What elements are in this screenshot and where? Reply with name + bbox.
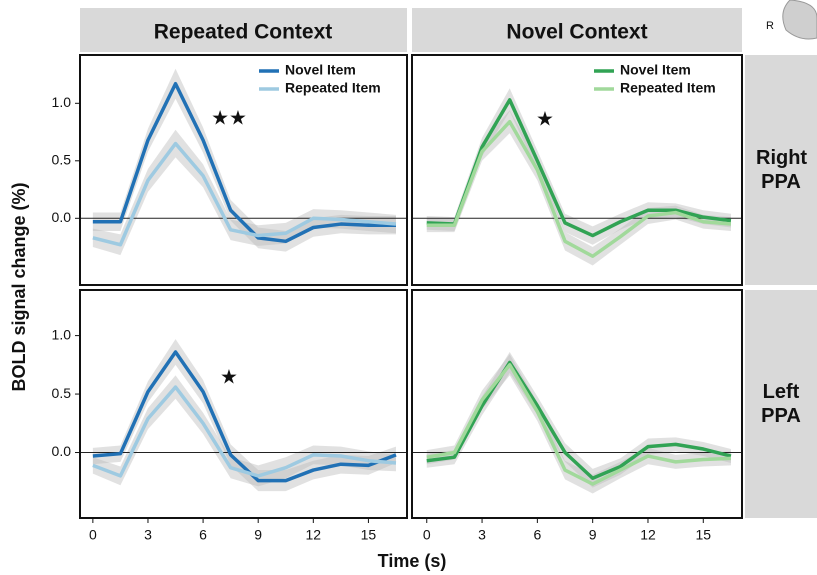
plot-area [80, 290, 407, 518]
x-tick-label: 12 [306, 527, 322, 543]
series-line [92, 385, 397, 478]
x-tick-label: 15 [361, 527, 377, 543]
y-tick-label: 1.0 [52, 326, 72, 342]
row-title: Right PPA [756, 147, 808, 193]
x-tick-label: 0 [89, 527, 97, 543]
y-axis-title: BOLD signal change (%) [9, 182, 29, 391]
panel-border [79, 289, 408, 519]
y-tick-label: 0.0 [52, 209, 72, 225]
legend-label: Repeated Item [285, 80, 381, 96]
legend-label: Novel Item [620, 62, 691, 78]
brain-label: R [766, 20, 774, 32]
x-tick-label: 9 [589, 527, 597, 543]
column-strip [80, 8, 407, 52]
row-strip: Right PPA [745, 55, 817, 285]
legend-label: Repeated Item [620, 80, 716, 96]
x-tick-label: 3 [478, 527, 486, 543]
error-band [426, 351, 731, 488]
x-tick-label: 9 [254, 527, 262, 543]
y-tick-label: 0.5 [52, 152, 72, 168]
error-band [92, 339, 396, 492]
error-band [92, 129, 396, 256]
x-tick-label: 6 [533, 527, 541, 543]
series-line [426, 360, 732, 480]
column-strip [412, 8, 742, 52]
column-title: Repeated Context [154, 21, 333, 44]
panel-border [79, 54, 408, 286]
significance-annotation: ★★ [211, 107, 247, 129]
plot-area [412, 290, 742, 518]
column-title: Novel Context [506, 21, 647, 44]
x-axis-title: Time (s) [378, 551, 447, 571]
series-line [426, 363, 732, 486]
y-tick-label: 0.0 [52, 443, 72, 459]
y-tick-label: 0.5 [52, 385, 72, 401]
y-tick-label: 1.0 [52, 94, 72, 110]
x-tick-label: 15 [695, 527, 711, 543]
row-strip: Left PPA [745, 290, 817, 518]
series-line [426, 119, 732, 258]
x-tick-label: 12 [640, 527, 656, 543]
legend-label: Novel Item [285, 62, 356, 78]
series-line [92, 141, 397, 247]
error-band [92, 375, 396, 487]
x-tick-label: 6 [199, 527, 207, 543]
x-tick-label: 3 [144, 527, 152, 543]
error-band [426, 88, 731, 245]
panel-border [411, 289, 743, 519]
row-title: Left PPA [761, 381, 801, 427]
series-line [92, 82, 396, 244]
series-line [92, 350, 397, 483]
panel-border [411, 54, 743, 286]
brain-icon [782, 0, 817, 40]
error-band [92, 68, 396, 252]
significance-annotation: ★ [220, 366, 238, 388]
plot-area [80, 55, 407, 285]
x-tick-label: 0 [423, 527, 431, 543]
significance-annotation: ★ [536, 108, 554, 130]
